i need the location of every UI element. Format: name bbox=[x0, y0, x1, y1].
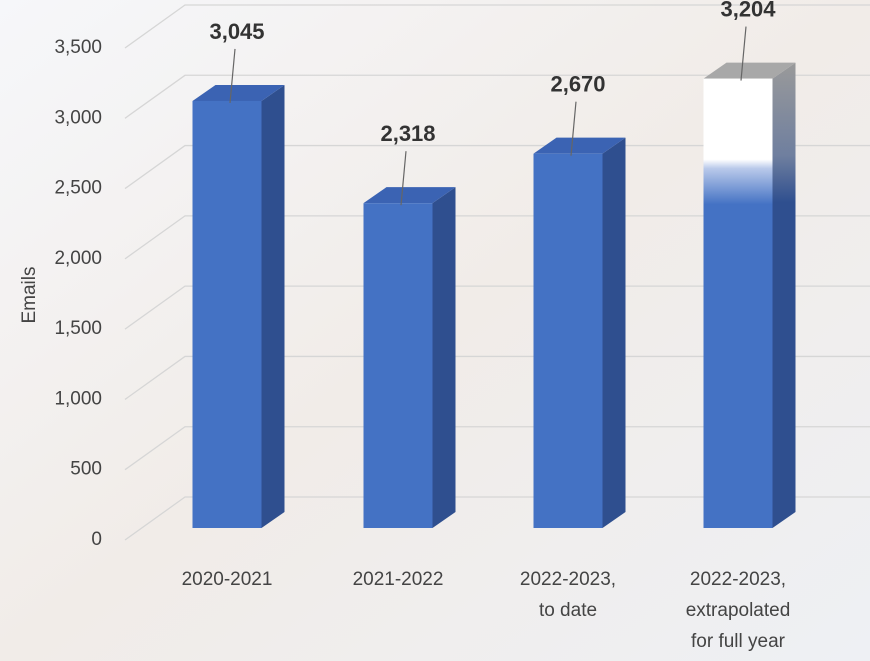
leader-line bbox=[740, 26, 747, 81]
bar-side bbox=[772, 62, 796, 529]
leader-line bbox=[400, 151, 407, 206]
leader-line bbox=[229, 48, 236, 104]
bar-side bbox=[261, 84, 285, 529]
grid-line bbox=[124, 426, 870, 471]
bar-top bbox=[533, 137, 626, 154]
bar-side bbox=[602, 137, 626, 528]
x-tick-label: 2020-2021 bbox=[182, 569, 273, 590]
x-tick-label: 2022-2023, to date bbox=[520, 569, 616, 621]
bar-top bbox=[363, 187, 456, 204]
bar bbox=[192, 100, 262, 529]
leader-line bbox=[570, 101, 577, 156]
y-tick-label: 1,000 bbox=[54, 388, 102, 409]
bar bbox=[363, 203, 433, 528]
grid-line bbox=[124, 285, 870, 330]
x-tick-label: 2022-2023, extrapolated for full year bbox=[686, 569, 791, 652]
bar-top bbox=[703, 62, 796, 79]
x-tick-label: 2021-2022 bbox=[353, 569, 444, 590]
bar-side bbox=[432, 187, 456, 528]
grid-line bbox=[124, 74, 870, 119]
value-label: 2,670 bbox=[550, 71, 605, 96]
bar bbox=[703, 78, 773, 529]
y-tick-label: 3,500 bbox=[54, 37, 102, 58]
grid-line bbox=[124, 4, 870, 49]
y-tick-label: 3,000 bbox=[54, 107, 102, 128]
value-label: 3,045 bbox=[209, 19, 264, 44]
grid-line bbox=[124, 215, 870, 260]
bar bbox=[533, 153, 603, 528]
bar-top bbox=[192, 84, 285, 101]
value-label: 2,318 bbox=[380, 121, 435, 146]
y-tick-label: 1,500 bbox=[54, 318, 102, 339]
y-axis-title: Emails bbox=[19, 266, 40, 323]
grid-line bbox=[124, 496, 870, 541]
y-tick-label: 2,000 bbox=[54, 248, 102, 269]
y-tick-label: 0 bbox=[91, 529, 102, 550]
y-tick-label: 2,500 bbox=[54, 178, 102, 199]
value-label: 3,204 bbox=[720, 0, 776, 21]
grid-line bbox=[124, 355, 870, 400]
y-tick-label: 500 bbox=[70, 459, 102, 480]
grid-line bbox=[124, 144, 870, 190]
